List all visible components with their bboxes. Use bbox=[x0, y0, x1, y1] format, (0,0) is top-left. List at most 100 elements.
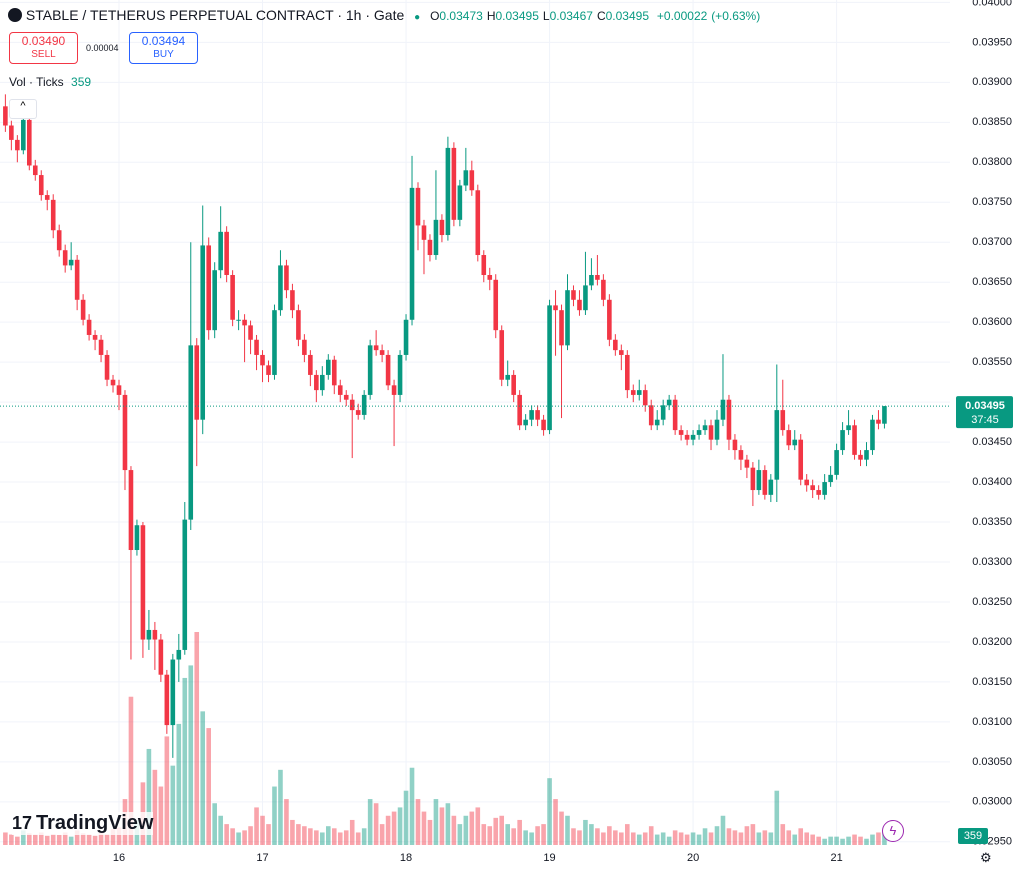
candle-body bbox=[660, 405, 666, 420]
volume-bar bbox=[565, 815, 570, 845]
candle-body bbox=[553, 305, 558, 311]
candle-body bbox=[164, 674, 170, 726]
spread: 0.00004 bbox=[86, 43, 119, 53]
candle-body bbox=[27, 119, 32, 166]
candle-body bbox=[583, 285, 588, 311]
y-tick-label: 0.03650 bbox=[972, 276, 1012, 288]
candle-body bbox=[619, 350, 624, 355]
chart-title[interactable]: STABLE / TETHERUS PERPETUAL CONTRACT · 1… bbox=[25, 7, 405, 23]
volume-bar bbox=[44, 835, 50, 845]
candle-body bbox=[864, 450, 869, 460]
change-pct: (+0.63%) bbox=[711, 9, 761, 23]
candle-body bbox=[385, 354, 391, 386]
candle-body bbox=[792, 439, 798, 446]
settings-button[interactable]: ⚙ bbox=[980, 850, 992, 865]
volume-bar bbox=[601, 832, 606, 845]
candle-body bbox=[630, 390, 636, 395]
candle-body bbox=[469, 170, 475, 191]
candle-body bbox=[290, 290, 295, 311]
y-tick-label: 0.03700 bbox=[972, 236, 1012, 248]
volume-bar bbox=[3, 832, 8, 845]
candle-body bbox=[302, 339, 307, 355]
volume-bar bbox=[391, 811, 397, 845]
volume-bar bbox=[660, 832, 666, 845]
candle-body bbox=[433, 219, 439, 256]
candle-body bbox=[397, 354, 403, 395]
y-tick-label: 0.03600 bbox=[972, 316, 1012, 328]
candle-body bbox=[804, 479, 809, 486]
volume-bar bbox=[553, 799, 558, 845]
y-tick-label: 0.03000 bbox=[972, 796, 1012, 808]
candle-body bbox=[487, 275, 493, 280]
candle-body bbox=[684, 434, 690, 440]
y-tick-label: 0.03350 bbox=[972, 516, 1012, 528]
candle-body bbox=[840, 430, 845, 451]
volume-bar bbox=[278, 769, 283, 845]
candle-body bbox=[547, 305, 552, 431]
volume-bar bbox=[517, 819, 522, 845]
candle-body bbox=[571, 290, 576, 300]
volume-bar bbox=[320, 832, 325, 845]
volume-bar bbox=[9, 834, 14, 845]
sell-button[interactable]: 0.03490 SELL bbox=[9, 32, 78, 64]
brand: 17 TradingView bbox=[12, 812, 154, 835]
x-tick-label: 18 bbox=[400, 852, 412, 864]
collapse-button[interactable]: ^ bbox=[9, 99, 37, 119]
volume-bar bbox=[445, 803, 451, 845]
candle-body bbox=[337, 385, 343, 395]
volume-bar bbox=[152, 769, 158, 845]
candle-body bbox=[541, 419, 546, 431]
candle-body bbox=[654, 419, 660, 426]
ohlc-key: H bbox=[486, 9, 496, 23]
volume-axis-label: 359 bbox=[964, 830, 982, 842]
candle-body bbox=[427, 239, 433, 256]
candle-body bbox=[200, 245, 206, 420]
y-tick-label: 0.03850 bbox=[972, 116, 1012, 128]
volume-bar bbox=[583, 819, 588, 845]
volume-bar bbox=[762, 830, 768, 845]
volume-bar bbox=[439, 807, 445, 845]
candle-body bbox=[320, 374, 325, 391]
candle-body bbox=[744, 459, 750, 468]
volume-bar bbox=[116, 827, 122, 845]
ohlc-legend: O0.03473 H0.03495 L0.03467 C0.03495 bbox=[430, 9, 653, 23]
volume-bar bbox=[254, 807, 259, 845]
candle-body bbox=[409, 187, 415, 320]
volume-bar bbox=[636, 834, 642, 845]
volume-bar bbox=[619, 832, 624, 845]
candle-body bbox=[98, 339, 104, 355]
volume-bar bbox=[828, 836, 833, 845]
volume-bar bbox=[397, 807, 403, 845]
candle-body bbox=[421, 225, 427, 240]
volume-bar bbox=[678, 832, 684, 845]
volume-bar bbox=[577, 830, 582, 845]
candle-body bbox=[355, 410, 361, 415]
y-tick-label: 0.03250 bbox=[972, 596, 1012, 608]
volume-bar bbox=[104, 834, 110, 845]
volume-bar bbox=[720, 815, 726, 845]
candle-body bbox=[517, 394, 522, 426]
candle-body bbox=[248, 325, 253, 340]
header: STABLE / TETHERUS PERPETUAL CONTRACT · 1… bbox=[8, 7, 760, 23]
volume-bar bbox=[666, 836, 672, 845]
volume-bar bbox=[457, 824, 463, 845]
volume-bar bbox=[451, 815, 457, 845]
volume-bar bbox=[505, 824, 510, 845]
brand-logo: 17 bbox=[12, 813, 33, 833]
volume-bar bbox=[128, 696, 134, 845]
candle-body bbox=[882, 406, 887, 424]
volume-bar bbox=[308, 828, 313, 845]
candle-body bbox=[272, 310, 277, 375]
candle-body bbox=[666, 399, 672, 406]
candle-body bbox=[32, 165, 38, 176]
candle-body bbox=[690, 434, 696, 440]
candle-body bbox=[403, 319, 409, 355]
volume-bar bbox=[696, 834, 702, 845]
volume-bar bbox=[684, 834, 690, 845]
volume-bar bbox=[547, 778, 552, 845]
volume-bar bbox=[493, 817, 499, 845]
buy-button[interactable]: 0.03494 BUY bbox=[129, 32, 198, 64]
lightning-button[interactable]: ϟ bbox=[882, 820, 904, 842]
volume-bar bbox=[469, 811, 475, 845]
candle-body bbox=[451, 147, 457, 220]
